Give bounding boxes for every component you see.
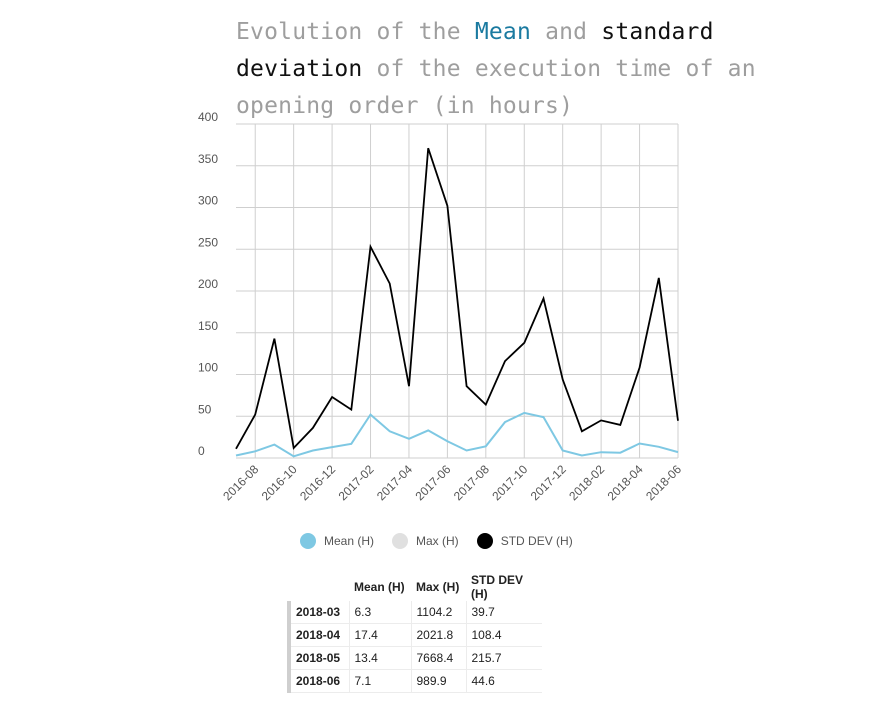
series-line-std-dev [235,147,679,450]
table-header-corner [289,573,349,601]
table-row: 2018-04 17.4 2021.8 108.4 [289,623,542,647]
table-header-mean: Mean (H) [354,580,405,594]
y-tick-label: 350 [198,152,218,166]
x-tick-label: 2016-08 [220,462,261,503]
y-tick-label: 300 [198,194,218,208]
table-header-std: STD DEV (H) [471,573,524,601]
legend-label-max: Max (H) [416,534,459,548]
x-tick-label: 2016-12 [297,462,338,503]
cell-mean: 13.4 [348,646,411,670]
title-part-3: of the execution time of an opening orde… [236,56,756,119]
y-tick-label: 200 [198,277,218,291]
x-tick-label: 2016-10 [259,462,300,503]
chart-legend: Mean (H) Max (H) STD DEV (H) [300,531,573,551]
title-std-words: standard deviation [236,19,714,82]
row-date: 2018-04 [289,623,349,647]
cell-max: 7668.4 [410,646,466,670]
legend-label-mean: Mean (H) [324,534,375,548]
y-tick-label: 50 [198,402,212,416]
y-tick-label: 250 [198,235,218,249]
title-mean-word: Mean [474,19,532,45]
row-date: 2018-06 [289,669,349,693]
cell-max: 2021.8 [410,623,466,647]
y-tick-label: 150 [198,319,218,333]
cell-std: 39.7 [465,601,542,624]
row-date: 2018-03 [289,601,349,624]
y-tick-label: 400 [198,110,218,124]
table-row: 2018-03 6.3 1104.2 39.7 [289,601,542,624]
x-tick-label: 2017-02 [336,462,377,503]
x-tick-label: 2017-06 [412,462,453,503]
y-tick-label: 100 [198,361,218,375]
x-tick-label: 2018-04 [605,462,646,503]
cell-std: 215.7 [465,646,542,670]
x-tick-label: 2017-10 [489,462,530,503]
table-header-row: Mean (H) Max (H) STD DEV (H) [289,573,542,601]
legend-swatch-mean [300,533,316,549]
line-chart: 0501001502002503003504002016-082016-1020… [198,110,684,503]
cell-mean: 7.1 [348,669,411,693]
x-tick-label: 2018-02 [566,462,607,503]
legend-item-max[interactable]: Max (H) [392,533,459,549]
legend-swatch-max [392,533,409,549]
cell-std: 44.6 [465,669,542,693]
row-date: 2018-05 [289,646,349,670]
legend-item-mean[interactable]: Mean (H) [300,533,374,549]
legend-swatch-std [476,533,493,549]
table-row: 2018-05 13.4 7668.4 215.7 [289,646,542,670]
y-tick-label: 0 [198,444,205,458]
chart-title: Evolution of the Mean and standard devia… [236,14,756,125]
title-part-1: Evolution of the [236,19,475,45]
table-row: 2018-06 7.1 989.9 44.6 [289,669,542,693]
cell-mean: 17.4 [348,623,411,647]
data-table: Mean (H) Max (H) STD DEV (H) 2018-03 6.3… [287,573,542,693]
cell-mean: 6.3 [348,601,411,624]
cell-max: 1104.2 [410,601,466,624]
x-tick-label: 2017-12 [528,462,569,503]
series-line-mean [235,411,679,458]
table-header-max: Max (H) [416,580,460,594]
legend-label-std: STD DEV (H) [500,534,573,548]
cell-std: 108.4 [465,623,542,647]
cell-max: 989.9 [410,669,466,693]
title-part-2: and [531,19,602,45]
x-tick-label: 2018-06 [643,462,684,503]
legend-item-std[interactable]: STD DEV (H) [476,533,573,549]
x-tick-label: 2017-04 [374,462,415,503]
x-tick-label: 2017-08 [451,462,492,503]
